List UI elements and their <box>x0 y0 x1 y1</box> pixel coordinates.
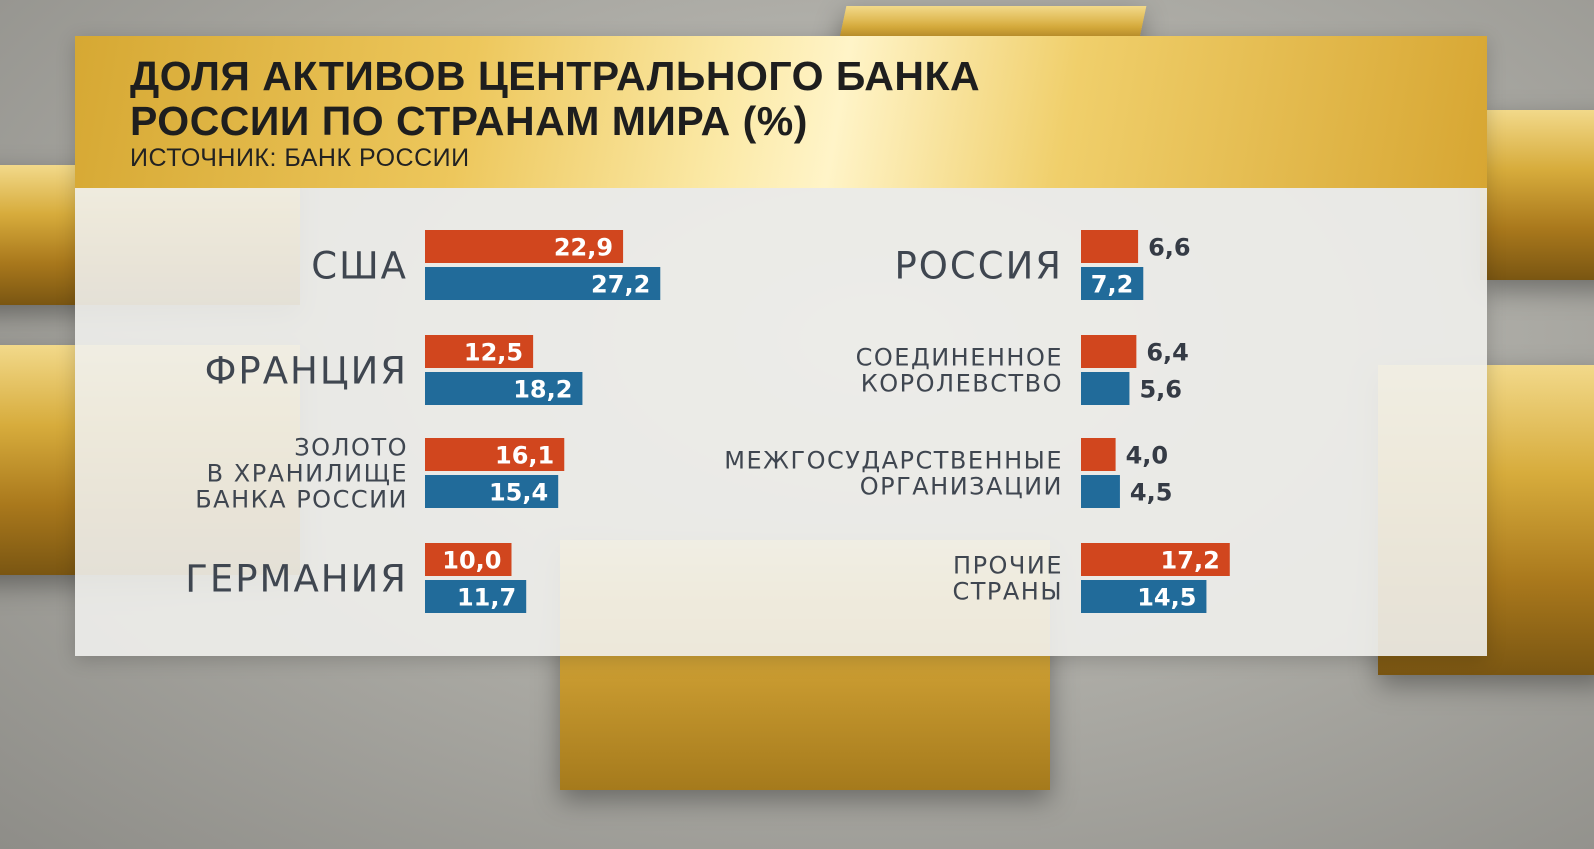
category-4-bar-second <box>425 580 527 613</box>
chart-title-line-2: РОССИИ ПО СТРАНАМ МИРА (%) <box>130 98 808 144</box>
category-7-label-line-1: МЕЖГОСУДАРСТВЕННЫЕ <box>724 447 1063 475</box>
chart-subtitle: ИСТОЧНИК: БАНК РОССИИ <box>130 144 470 172</box>
chart-title: ДОЛЯ АКТИВОВ ЦЕНТРАЛЬНОГО БАНКА РОССИИ П… <box>130 54 980 144</box>
category-3-value-first: 16,1 <box>495 442 554 470</box>
category-4-label-line-1: ГЕРМАНИЯ <box>185 557 408 600</box>
category-2-value-second: 18,2 <box>513 376 572 404</box>
category-7-value-second: 4,5 <box>1130 479 1173 507</box>
category-8-label-line-1: ПРОЧИЕ <box>953 552 1063 580</box>
category-8-value-first: 17,2 <box>1161 547 1220 575</box>
category-8-bar-first <box>1081 543 1230 576</box>
category-7-value-first: 4,0 <box>1126 442 1169 470</box>
category-6-bar-first <box>1081 335 1137 368</box>
category-6-value-first: 6,4 <box>1146 339 1189 367</box>
chart-title-line-1: ДОЛЯ АКТИВОВ ЦЕНТРАЛЬНОГО БАНКА <box>130 53 981 99</box>
category-1-label-line-1: США <box>311 244 408 287</box>
category-3-label-line-3: БАНКА РОССИИ <box>195 486 408 514</box>
category-3-value-second: 15,4 <box>489 479 548 507</box>
category-2-label-line-1: ФРАНЦИЯ <box>205 349 408 392</box>
category-4-value-first: 10,0 <box>442 547 501 575</box>
category-2-bar-first <box>425 335 534 368</box>
category-3-label-line-1: ЗОЛОТО <box>294 434 408 462</box>
category-4-bar-first <box>425 543 512 576</box>
category-3-label-line-2: В ХРАНИЛИЩЕ <box>207 460 408 488</box>
chart-panel: ДОЛЯ АКТИВОВ ЦЕНТРАЛЬНОГО БАНКА РОССИИ П… <box>75 36 1487 656</box>
category-7-bar-first <box>1081 438 1116 471</box>
category-2-value-first: 12,5 <box>464 339 523 367</box>
category-1-bar-first <box>425 230 624 263</box>
category-4-value-second: 11,7 <box>457 584 516 612</box>
category-5-label-line-1: РОССИЯ <box>895 244 1064 287</box>
category-2-bar-second <box>425 372 583 405</box>
category-8-value-second: 14,5 <box>1137 584 1196 612</box>
category-6-value-second: 5,6 <box>1139 376 1182 404</box>
category-3-bar-second <box>425 475 559 508</box>
category-1-value-second: 27,2 <box>591 271 650 299</box>
category-6-bar-second <box>1081 372 1130 405</box>
category-5-value-first: 6,6 <box>1148 234 1191 262</box>
category-6-label-line-1: СОЕДИНЕННОЕ <box>856 344 1063 372</box>
category-6-label-line-2: КОРОЛЕВСТВО <box>861 370 1063 398</box>
category-1-bar-second <box>425 267 661 300</box>
gold-bar-right-top <box>1480 110 1594 280</box>
category-8-bar-second <box>1081 580 1207 613</box>
category-5-bar-second <box>1081 267 1144 300</box>
chart-header: ДОЛЯ АКТИВОВ ЦЕНТРАЛЬНОГО БАНКА РОССИИ П… <box>75 36 1487 188</box>
category-3-bar-first <box>425 438 565 471</box>
category-5-bar-first <box>1081 230 1139 263</box>
category-7-bar-second <box>1081 475 1120 508</box>
category-1-value-first: 22,9 <box>554 234 613 262</box>
category-8-label-line-2: СТРАНЫ <box>952 578 1063 606</box>
category-7-label-line-2: ОРГАНИЗАЦИИ <box>860 473 1063 501</box>
category-5-value-second: 7,2 <box>1091 271 1134 299</box>
